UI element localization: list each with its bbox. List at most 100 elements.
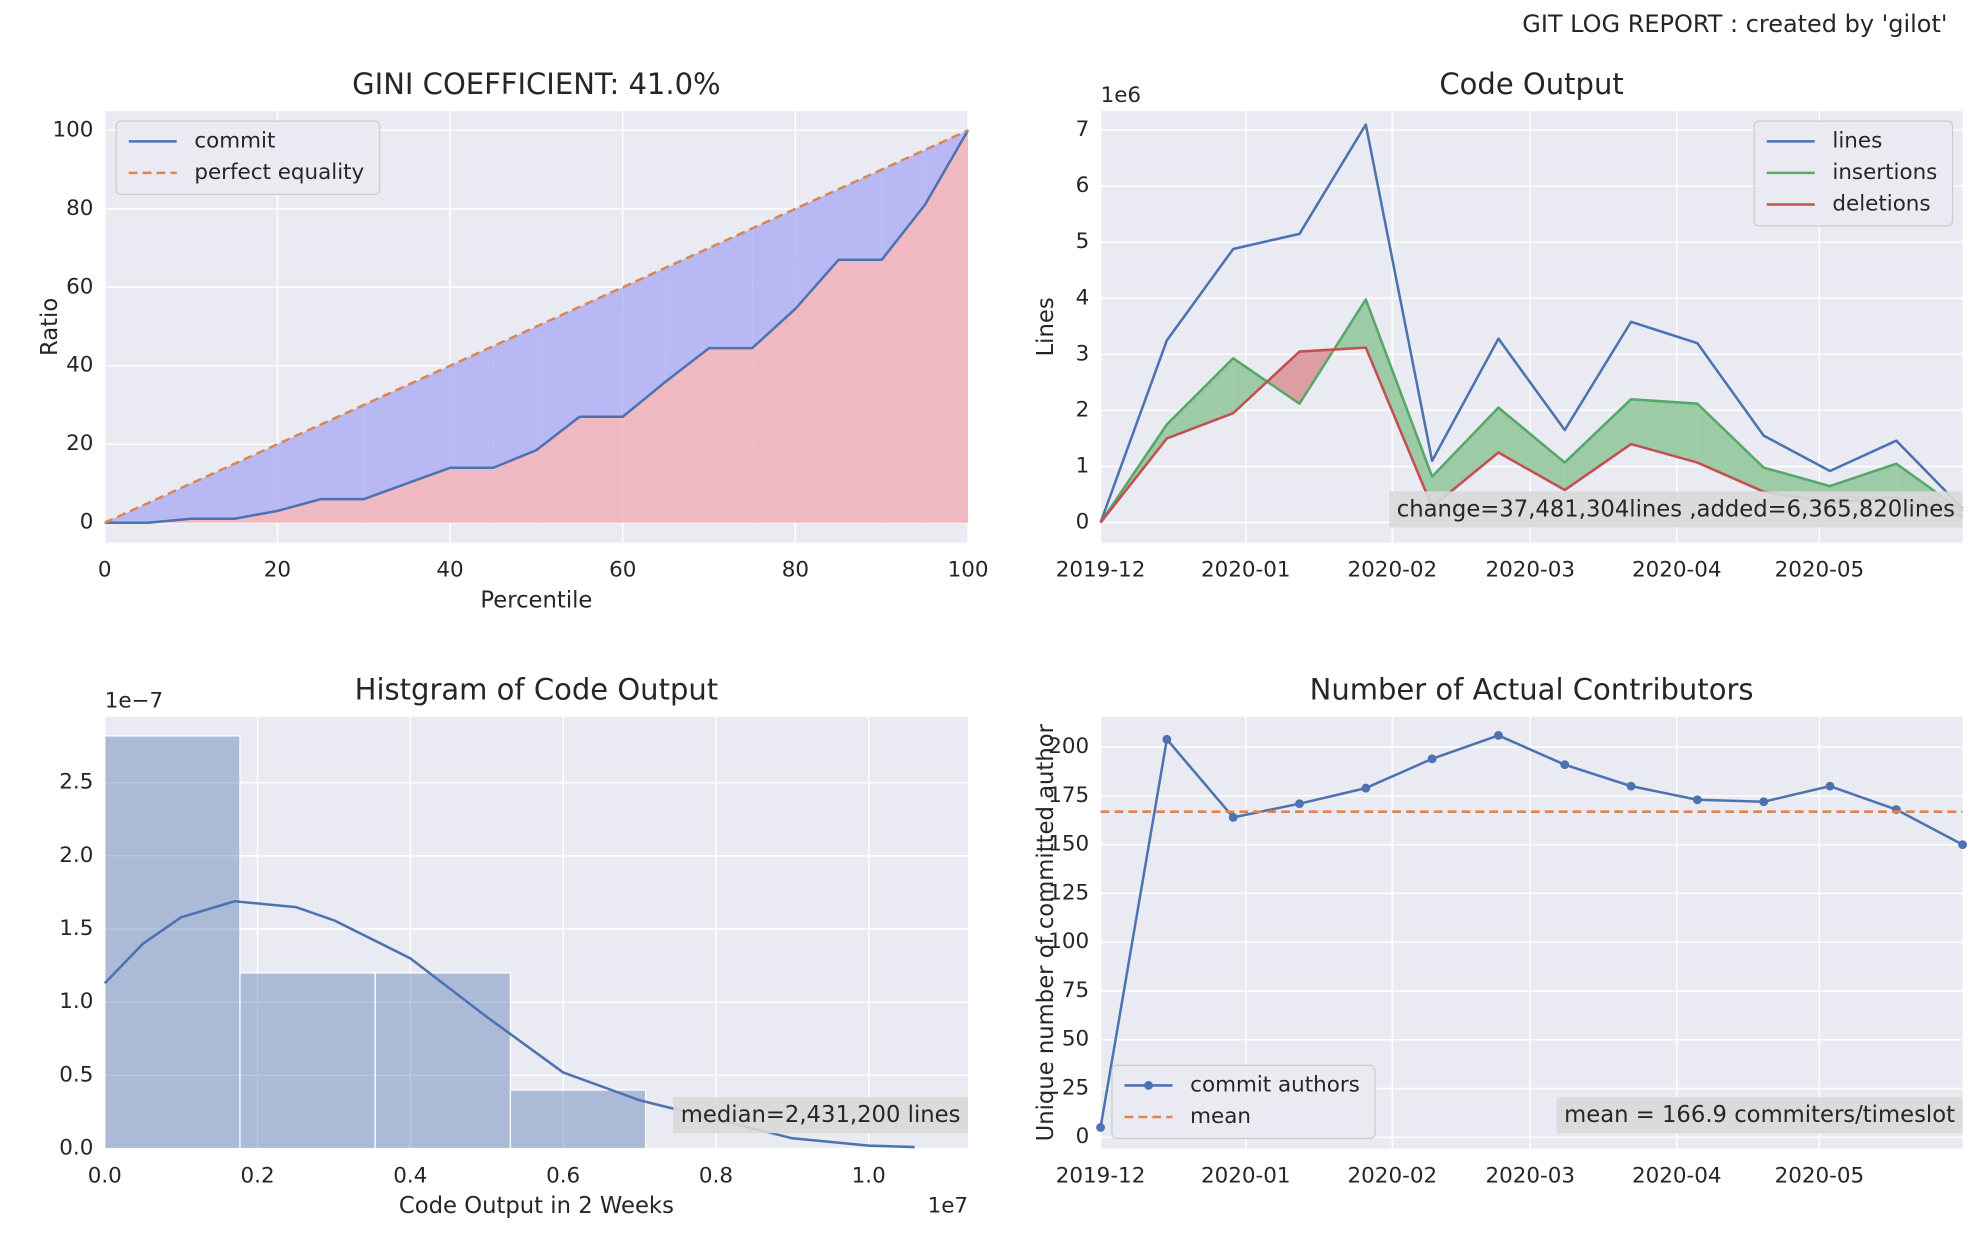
x-tick-label: 0.6 bbox=[546, 1163, 580, 1188]
area-fill bbox=[277, 499, 321, 523]
x-tick-label: 2020-01 bbox=[1201, 1163, 1291, 1188]
legend: commit perfect equality bbox=[115, 120, 381, 196]
plot-background bbox=[104, 716, 969, 1149]
annotation-text: mean = 166.9 commiters/timeslot bbox=[1564, 1102, 1955, 1128]
x-tick-label: 2020-04 bbox=[1632, 557, 1722, 582]
x-tick-label: 2020-02 bbox=[1348, 1163, 1438, 1188]
x-tick-label: 2020-02 bbox=[1348, 557, 1438, 582]
annotation-text: median=2,431,200 lines bbox=[681, 1102, 961, 1128]
area-fill bbox=[924, 130, 969, 523]
y-tick-label: 200 bbox=[1048, 734, 1089, 759]
marker bbox=[1162, 734, 1172, 744]
y-tick-label: 0 bbox=[1076, 510, 1090, 535]
area-fill bbox=[579, 416, 623, 523]
area-fill bbox=[752, 208, 796, 349]
area-fill bbox=[1233, 358, 1268, 414]
x-tick-label: 2020-01 bbox=[1201, 557, 1291, 582]
x-tick-label: 0.2 bbox=[241, 1163, 275, 1188]
legend-box bbox=[1111, 1064, 1376, 1140]
marker bbox=[1759, 797, 1769, 807]
y-offset-label: 1e−7 bbox=[105, 689, 163, 714]
line bbox=[1099, 123, 1964, 523]
y-tick-label: 80 bbox=[66, 196, 93, 221]
y-axis-label: Unique number of committed author bbox=[1033, 723, 1059, 1141]
x-tick-label: 60 bbox=[609, 557, 636, 582]
y-tick-label: 20 bbox=[66, 431, 93, 456]
marker bbox=[1494, 731, 1503, 740]
x-tick-label: 0.4 bbox=[393, 1163, 427, 1188]
line bbox=[104, 129, 969, 524]
y-tick-label: 25 bbox=[1062, 1075, 1089, 1100]
line bbox=[103, 899, 915, 1149]
y-tick-label: 2.0 bbox=[59, 843, 93, 868]
x-axis-label: Percentile bbox=[480, 587, 592, 613]
line bbox=[1099, 298, 1964, 524]
legend-marker bbox=[1144, 1081, 1153, 1090]
histogram-bar bbox=[374, 972, 512, 1150]
y-tick-label: 6 bbox=[1076, 173, 1090, 198]
area-fill bbox=[795, 259, 839, 523]
y-tick-label: 40 bbox=[66, 353, 93, 378]
area-fill bbox=[1564, 399, 1632, 491]
x-tick-label: 2020-04 bbox=[1632, 1163, 1722, 1188]
area-fill bbox=[320, 499, 364, 523]
area-fill bbox=[665, 348, 710, 523]
subplot: 0.0 0.2 0.4 0.6 0.8 1.0 0.0 0.5 1.0 1.5 2.0 2.5 Hist… bbox=[59, 673, 969, 1219]
x-tick-label: 1.0 bbox=[852, 1163, 886, 1188]
area-fill bbox=[579, 287, 623, 417]
area-fill bbox=[1432, 407, 1499, 507]
histogram-bar bbox=[239, 972, 376, 1150]
area-fill bbox=[1498, 407, 1565, 491]
x-tick-label: 2020-05 bbox=[1775, 1163, 1865, 1188]
area-fill bbox=[838, 259, 882, 523]
area-fill bbox=[709, 348, 753, 523]
y-tick-label: 125 bbox=[1048, 880, 1089, 905]
area-fill bbox=[320, 404, 364, 500]
area-fill bbox=[493, 450, 537, 523]
area-fill bbox=[1365, 299, 1433, 507]
y-tick-label: 2.5 bbox=[59, 770, 93, 795]
marker bbox=[1228, 812, 1238, 822]
legend-label: mean bbox=[1190, 1104, 1251, 1129]
y-tick-label: 150 bbox=[1048, 832, 1089, 857]
suptitle: GIT LOG REPORT : created by 'gilot' bbox=[1522, 10, 1947, 38]
marker bbox=[1692, 795, 1702, 805]
x-tick-label: 0.0 bbox=[88, 1163, 122, 1188]
y-tick-label: 0.5 bbox=[59, 1062, 93, 1087]
chart-title: Code Output bbox=[1439, 67, 1623, 101]
area-fill bbox=[363, 385, 407, 500]
y-tick-label: 50 bbox=[1062, 1027, 1089, 1052]
marker bbox=[1560, 760, 1570, 770]
y-tick-label: 1.5 bbox=[59, 916, 93, 941]
histogram-bar bbox=[509, 1089, 647, 1150]
area-fill bbox=[493, 326, 537, 468]
area-fill bbox=[1267, 351, 1300, 404]
x-tick-label: 2019-12 bbox=[1056, 1163, 1146, 1188]
area-fill bbox=[147, 483, 192, 523]
legend-label: commit bbox=[194, 128, 275, 153]
area-fill bbox=[406, 467, 451, 523]
area-fill bbox=[536, 306, 580, 451]
marker bbox=[1096, 1123, 1105, 1132]
annotation-box bbox=[673, 1097, 969, 1134]
legend-box bbox=[1753, 120, 1954, 227]
area-fill bbox=[191, 463, 235, 519]
legend: lines insertions deletions bbox=[1753, 120, 1954, 227]
annotation: mean = 166.9 commiters/timeslot bbox=[1556, 1097, 1963, 1134]
x-tick-label: 0 bbox=[98, 557, 112, 582]
y-tick-label: 1.0 bbox=[59, 989, 93, 1014]
subplot: 2019-12 2020-01 2020-02 2020-03 2020-04 2020-… bbox=[1033, 673, 1968, 1188]
area-fill bbox=[622, 267, 666, 417]
y-tick-label: 0.0 bbox=[59, 1136, 93, 1161]
x-tick-label: 2020-03 bbox=[1485, 557, 1575, 582]
legend-label: deletions bbox=[1832, 191, 1930, 216]
x-tick-label: 40 bbox=[436, 557, 463, 582]
y-tick-label: 5 bbox=[1076, 229, 1090, 254]
line bbox=[104, 129, 970, 524]
chart-title: GINI COEFFICIENT: 41.0% bbox=[352, 67, 720, 101]
x-tick-label: 0.8 bbox=[699, 1163, 733, 1188]
area-fill bbox=[406, 365, 451, 484]
y-tick-label: 7 bbox=[1076, 117, 1090, 142]
legend-label: insertions bbox=[1832, 160, 1937, 185]
